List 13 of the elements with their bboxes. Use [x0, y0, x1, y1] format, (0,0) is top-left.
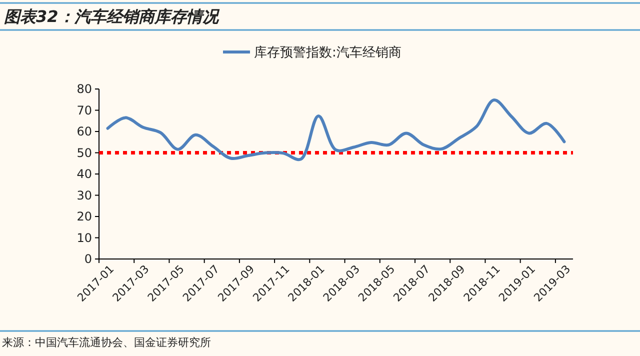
- y-tick-label: 70: [76, 103, 92, 118]
- y-tick-label: 20: [76, 210, 92, 224]
- y-tick-label: 60: [76, 124, 92, 139]
- legend-label: 库存预警指数:汽车经销商: [254, 46, 402, 61]
- y-tick-label: 30: [76, 188, 92, 202]
- y-tick-label: 0: [84, 252, 92, 266]
- y-tick-label: 10: [76, 230, 92, 245]
- line-series: [106, 98, 566, 161]
- chart-title: 图表32：汽车经销商库存情况: [4, 7, 220, 26]
- y-tick-label: 50: [76, 146, 92, 160]
- source-note: 来源：中国汽车流通协会、国金证券研究所: [2, 336, 211, 349]
- y-tick-label: 40: [76, 167, 92, 182]
- y-tick-label: 80: [76, 82, 92, 96]
